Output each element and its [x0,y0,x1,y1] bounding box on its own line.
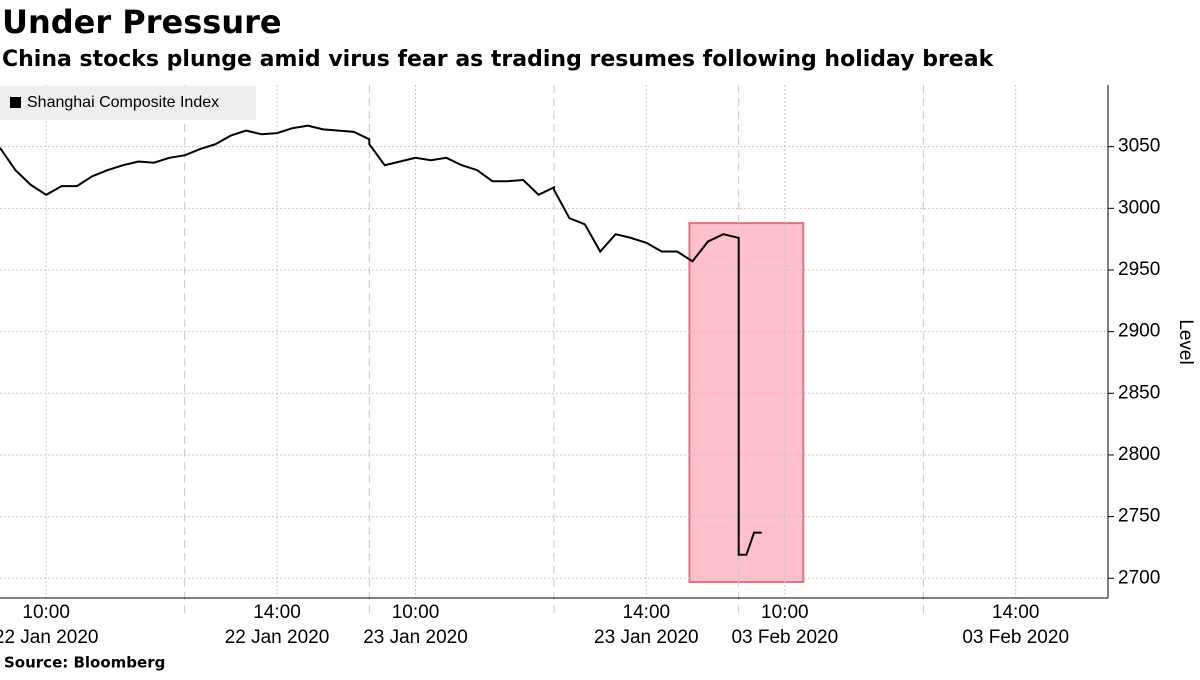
x-tick-label: 14:00 [623,602,671,623]
x-tick-label: 10:00 [22,602,70,623]
highlight-box [688,222,805,583]
x-tick-date: 23 Jan 2020 [594,627,699,648]
y-tick-label: 2700 [1118,567,1160,588]
y-axis-label: Level [1175,319,1196,364]
chart-subtitle: China stocks plunge amid virus fear as t… [2,47,995,72]
y-tick-label: 2850 [1118,382,1160,403]
x-tick-date: 03 Feb 2020 [962,627,1069,648]
x-tick-date: 03 Feb 2020 [731,627,838,648]
x-tick-label: 10:00 [392,602,440,623]
y-tick-label: 2950 [1118,259,1160,280]
legend-label: Shanghai Composite Index [27,94,219,111]
y-tick-label: 3050 [1118,136,1160,157]
chart-title: Under Pressure [2,3,282,41]
x-tick-label: 14:00 [992,602,1040,623]
x-tick-date: 22 Jan 2020 [225,627,330,648]
y-tick-label: 2800 [1118,444,1160,465]
source: Source: Bloomberg [4,654,165,672]
y-tick-label: 2750 [1118,506,1160,527]
y-tick-label: 2900 [1118,321,1160,342]
legend: Shanghai Composite Index [0,86,256,120]
data-line [0,124,762,556]
x-tick-date: 23 Jan 2020 [363,627,468,648]
x-tick-label: 14:00 [253,602,301,623]
y-tick-label: 3000 [1118,197,1160,218]
x-tick-date: 22 Jan 2020 [0,627,98,648]
legend-swatch [10,97,21,108]
legend-box [0,86,256,120]
x-tick-label: 10:00 [761,602,809,623]
